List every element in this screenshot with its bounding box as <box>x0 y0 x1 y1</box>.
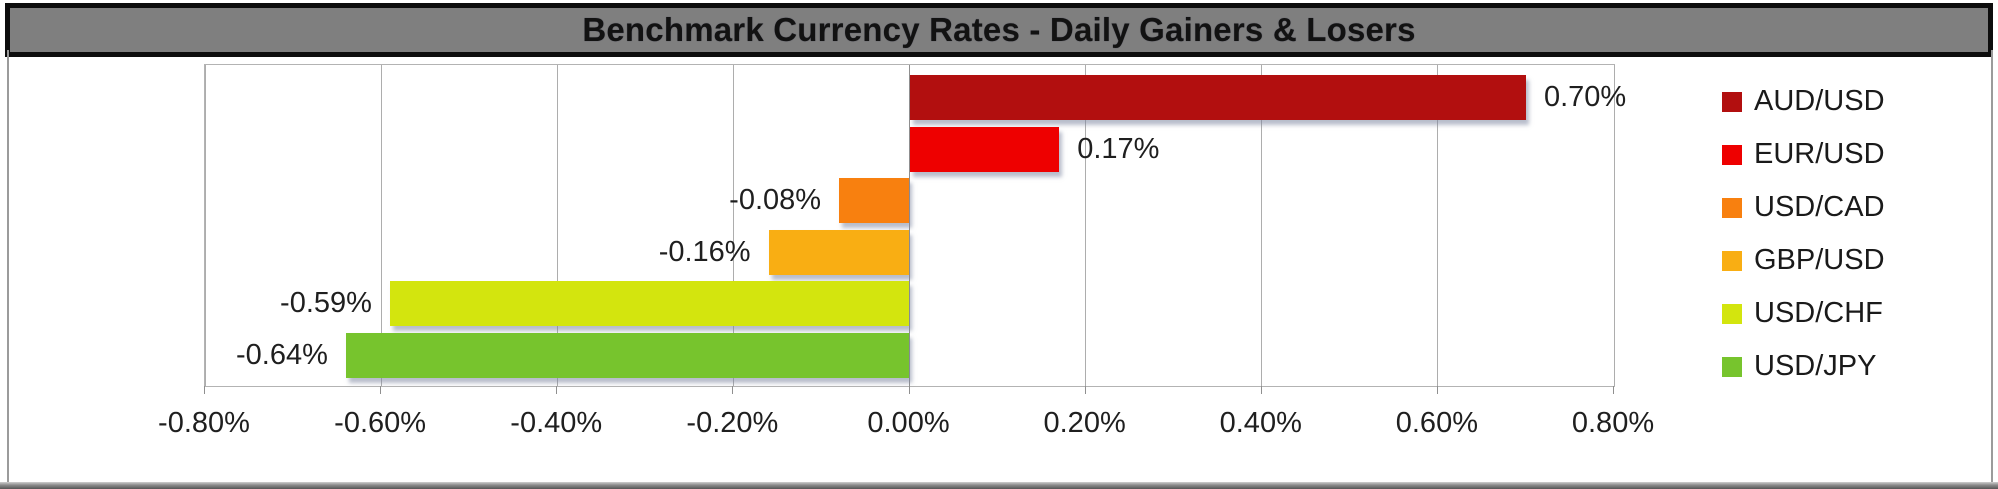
gridline <box>1261 65 1263 386</box>
x-axis-label: -0.60% <box>334 407 427 439</box>
gridline <box>556 65 558 386</box>
x-axis-label: 0.80% <box>1571 407 1655 439</box>
x-axis-tick <box>380 386 382 394</box>
gridline <box>732 65 734 386</box>
legend-swatch-icon <box>1722 144 1742 165</box>
bar-usd-chf <box>389 281 910 327</box>
legend-item: EUR/USD <box>1722 128 1885 181</box>
data-label: 0.70% <box>1543 81 1627 113</box>
chart-border-bottom <box>0 482 1998 489</box>
bar-gbp-usd <box>768 229 910 275</box>
legend: AUD/USD EUR/USD USD/CAD GBP/USD USD/CHF USD/J… <box>1722 75 1885 393</box>
data-label: -0.59% <box>280 287 372 320</box>
legend-swatch-icon <box>1722 91 1742 112</box>
bar-usd-cad <box>839 178 910 224</box>
x-axis-label: -0.20% <box>686 407 779 439</box>
legend-swatch-icon <box>1722 197 1742 218</box>
legend-label: AUD/USD <box>1754 85 1885 117</box>
x-axis-tick <box>908 386 910 394</box>
legend-label: GBP/USD <box>1754 244 1885 276</box>
x-axis-tick <box>732 386 734 394</box>
legend-item: USD/CHF <box>1722 287 1885 340</box>
bar-usd-jpy <box>345 333 910 378</box>
x-axis-label: -0.80% <box>158 407 250 439</box>
x-axis-tick <box>204 386 205 394</box>
chart-title-bar: Benchmark Currency Rates - Daily Gainers… <box>5 3 1993 57</box>
gridline <box>1085 65 1087 386</box>
x-axis-tick <box>1260 386 1262 394</box>
x-axis-label: 0.60% <box>1395 407 1478 439</box>
data-label: -0.16% <box>658 235 751 268</box>
chart-title: Benchmark Currency Rates - Daily Gainers… <box>582 11 1416 48</box>
bar-aud-usd <box>909 75 1526 120</box>
legend-label: USD/JPY <box>1754 350 1877 382</box>
x-axis-tick <box>1613 386 1614 394</box>
legend-item: USD/CAD <box>1722 181 1885 234</box>
x-axis-tick <box>1436 386 1438 394</box>
chart-border-right <box>1991 50 1993 484</box>
gridline <box>204 65 206 386</box>
legend-item: GBP/USD <box>1722 234 1885 287</box>
x-axis-tick <box>556 386 558 394</box>
legend-swatch-icon <box>1722 356 1742 377</box>
legend-swatch-icon <box>1722 250 1742 271</box>
x-axis-label: -0.40% <box>510 407 603 439</box>
plot-area: 0.70% 0.17% -0.08% -0.16% -0.59% -0.64% <box>204 64 1626 387</box>
legend-label: USD/CAD <box>1754 191 1885 223</box>
data-label: -0.64% <box>236 339 328 371</box>
legend-item: AUD/USD <box>1722 75 1885 128</box>
gridline <box>380 65 382 386</box>
bar-eur-usd <box>909 126 1060 172</box>
x-axis-label: 0.00% <box>867 407 950 439</box>
x-axis-label: 0.20% <box>1043 407 1126 439</box>
data-label: 0.17% <box>1077 132 1160 165</box>
legend-label: EUR/USD <box>1754 138 1885 170</box>
data-label: -0.08% <box>729 184 822 217</box>
legend-swatch-icon <box>1722 303 1742 324</box>
legend-label: USD/CHF <box>1754 297 1883 329</box>
gridline <box>1437 65 1439 386</box>
gridline <box>1613 65 1615 386</box>
x-axis-label: 0.40% <box>1219 407 1302 439</box>
x-axis-tick <box>1084 386 1086 394</box>
chart-border-left <box>7 50 9 484</box>
legend-item: USD/JPY <box>1722 340 1885 393</box>
zero-axis-line <box>909 65 910 386</box>
